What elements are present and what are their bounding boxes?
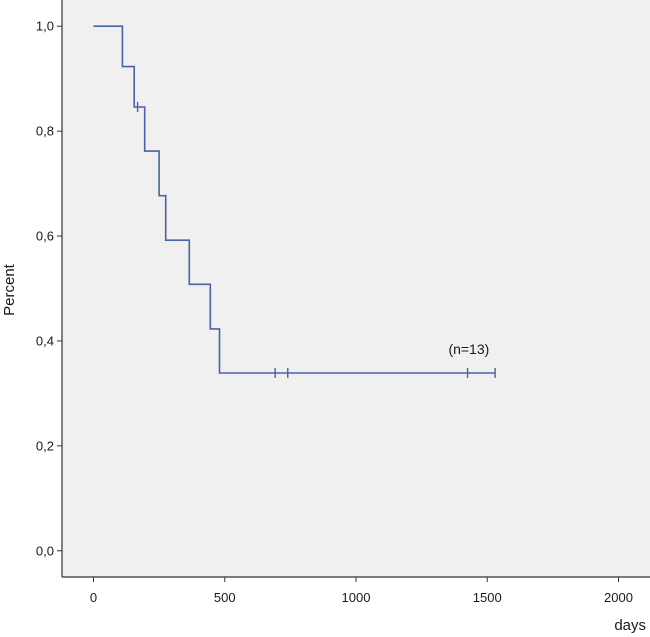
x-tick-label: 1500 — [473, 590, 502, 605]
x-tick-label: 0 — [90, 590, 97, 605]
y-tick-label: 1,0 — [36, 19, 54, 34]
plot-area — [62, 0, 650, 577]
y-tick-label: 0,0 — [36, 543, 54, 558]
axis-ticks — [57, 25, 619, 582]
y-tick-label: 0,6 — [36, 229, 54, 244]
y-tick-label: 0,2 — [36, 438, 54, 453]
x-tick-label: 2000 — [604, 590, 633, 605]
x-tick-label: 1000 — [342, 590, 371, 605]
annotations: (n=13) — [448, 341, 489, 357]
x-axis-label: days — [614, 617, 646, 634]
series-group — [93, 25, 496, 378]
y-axis-label: Percent — [1, 263, 18, 316]
y-tick-label: 0,8 — [36, 124, 54, 139]
tick-labels: 0,0 0,2 0,4 0,6 0,8 1,0 0 500 1000 1500 2000 — [36, 19, 633, 605]
x-tick-label: 500 — [214, 590, 236, 605]
survival-step-line — [93, 25, 496, 374]
y-tick-label: 0,4 — [36, 333, 54, 348]
sample-size-annotation: (n=13) — [448, 341, 489, 357]
